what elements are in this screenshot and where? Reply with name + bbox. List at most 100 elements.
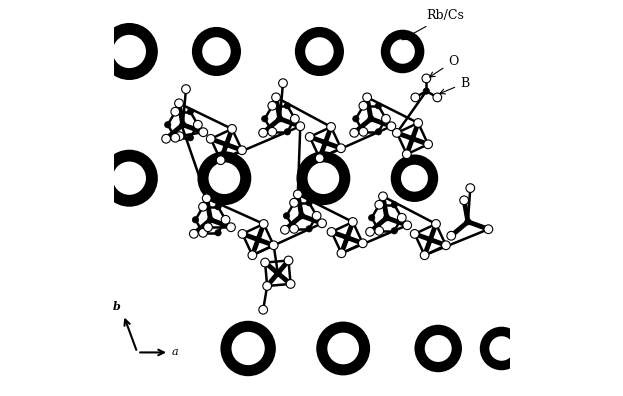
Circle shape <box>295 27 344 76</box>
Circle shape <box>390 39 415 64</box>
Circle shape <box>199 202 207 211</box>
Circle shape <box>384 215 390 221</box>
Circle shape <box>189 229 198 238</box>
Circle shape <box>392 129 401 137</box>
Circle shape <box>202 37 231 66</box>
Circle shape <box>113 162 146 195</box>
Circle shape <box>113 35 146 68</box>
Circle shape <box>227 223 235 232</box>
Circle shape <box>162 134 171 143</box>
Circle shape <box>290 198 298 207</box>
Text: b: b <box>113 301 120 312</box>
Circle shape <box>171 107 179 116</box>
Circle shape <box>489 336 514 361</box>
Circle shape <box>248 251 257 259</box>
Circle shape <box>375 129 382 135</box>
Circle shape <box>336 144 345 152</box>
Circle shape <box>363 93 371 102</box>
Circle shape <box>194 120 202 129</box>
Circle shape <box>414 325 462 372</box>
Circle shape <box>215 230 221 236</box>
Circle shape <box>422 74 430 83</box>
Circle shape <box>326 123 335 131</box>
Circle shape <box>284 129 290 135</box>
Circle shape <box>193 217 199 223</box>
Circle shape <box>101 150 158 207</box>
Circle shape <box>414 119 422 128</box>
Circle shape <box>204 223 212 232</box>
Circle shape <box>206 135 215 143</box>
Circle shape <box>175 132 184 141</box>
Circle shape <box>327 228 336 236</box>
Circle shape <box>322 139 328 146</box>
Circle shape <box>306 226 312 232</box>
Circle shape <box>259 220 268 228</box>
Circle shape <box>259 305 267 314</box>
Circle shape <box>397 213 406 222</box>
Circle shape <box>480 327 523 370</box>
Circle shape <box>315 154 324 162</box>
Circle shape <box>278 79 287 88</box>
Circle shape <box>306 200 312 206</box>
Circle shape <box>275 270 281 276</box>
Circle shape <box>182 85 190 93</box>
Text: O: O <box>430 55 459 77</box>
Circle shape <box>202 194 211 203</box>
Circle shape <box>298 213 305 219</box>
Circle shape <box>359 101 368 110</box>
Circle shape <box>223 141 229 148</box>
Circle shape <box>402 150 411 158</box>
Circle shape <box>411 230 419 238</box>
Circle shape <box>460 196 468 205</box>
Text: Rb/Cs: Rb/Cs <box>402 10 464 40</box>
Circle shape <box>381 30 424 73</box>
Circle shape <box>232 332 265 365</box>
Circle shape <box>221 215 230 224</box>
Circle shape <box>348 218 357 227</box>
Circle shape <box>344 234 350 241</box>
Circle shape <box>379 192 388 201</box>
Circle shape <box>290 225 298 233</box>
Circle shape <box>187 135 194 141</box>
Circle shape <box>358 239 367 248</box>
Circle shape <box>209 162 240 194</box>
Circle shape <box>277 116 283 122</box>
Circle shape <box>375 103 382 109</box>
Text: a: a <box>172 347 179 358</box>
Circle shape <box>433 93 442 102</box>
Circle shape <box>272 93 280 102</box>
Circle shape <box>409 135 416 142</box>
Circle shape <box>369 215 375 221</box>
Circle shape <box>269 241 278 249</box>
Circle shape <box>366 227 374 236</box>
Circle shape <box>447 231 455 240</box>
Circle shape <box>337 249 346 257</box>
Circle shape <box>466 184 475 192</box>
Circle shape <box>255 236 261 243</box>
Circle shape <box>179 122 186 128</box>
Circle shape <box>174 99 183 108</box>
Circle shape <box>353 116 359 122</box>
Circle shape <box>284 256 293 265</box>
Circle shape <box>199 228 207 237</box>
Circle shape <box>280 225 289 234</box>
Circle shape <box>171 133 179 142</box>
Circle shape <box>425 335 452 362</box>
Circle shape <box>382 114 390 123</box>
Circle shape <box>164 122 171 128</box>
Circle shape <box>305 133 314 141</box>
Circle shape <box>465 219 471 225</box>
Circle shape <box>187 109 194 115</box>
Circle shape <box>216 156 225 164</box>
Circle shape <box>432 220 440 228</box>
Circle shape <box>484 225 493 234</box>
Circle shape <box>268 128 277 136</box>
Circle shape <box>316 322 370 375</box>
Circle shape <box>312 211 321 220</box>
Circle shape <box>368 116 374 122</box>
Circle shape <box>290 114 299 123</box>
Circle shape <box>268 101 277 110</box>
Circle shape <box>387 122 396 131</box>
Circle shape <box>359 128 368 136</box>
Circle shape <box>391 154 438 202</box>
